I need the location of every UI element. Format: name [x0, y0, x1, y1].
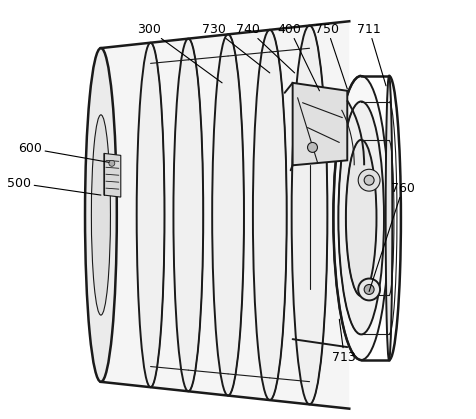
Ellipse shape — [363, 175, 373, 185]
Ellipse shape — [212, 34, 243, 396]
Ellipse shape — [333, 76, 388, 360]
Ellipse shape — [357, 169, 379, 191]
Text: 740: 740 — [236, 23, 294, 73]
Ellipse shape — [173, 39, 203, 391]
Text: 713: 713 — [332, 319, 356, 364]
Ellipse shape — [345, 140, 376, 296]
Ellipse shape — [307, 142, 317, 153]
Ellipse shape — [137, 43, 164, 387]
Text: 730: 730 — [202, 23, 269, 73]
Ellipse shape — [363, 285, 373, 295]
Ellipse shape — [337, 101, 383, 334]
Polygon shape — [104, 153, 120, 197]
Ellipse shape — [291, 26, 327, 404]
Text: 760: 760 — [368, 182, 414, 292]
Text: 300: 300 — [137, 23, 222, 83]
Polygon shape — [101, 21, 348, 409]
Text: 600: 600 — [19, 142, 109, 162]
Ellipse shape — [385, 76, 392, 360]
Text: 711: 711 — [357, 23, 385, 86]
Ellipse shape — [85, 48, 117, 382]
Ellipse shape — [109, 160, 115, 166]
Ellipse shape — [357, 279, 379, 300]
Polygon shape — [292, 83, 347, 165]
Text: 500: 500 — [8, 177, 101, 195]
Ellipse shape — [91, 115, 110, 315]
Text: 400: 400 — [277, 23, 319, 91]
Text: 750: 750 — [315, 23, 347, 89]
Ellipse shape — [252, 30, 286, 400]
